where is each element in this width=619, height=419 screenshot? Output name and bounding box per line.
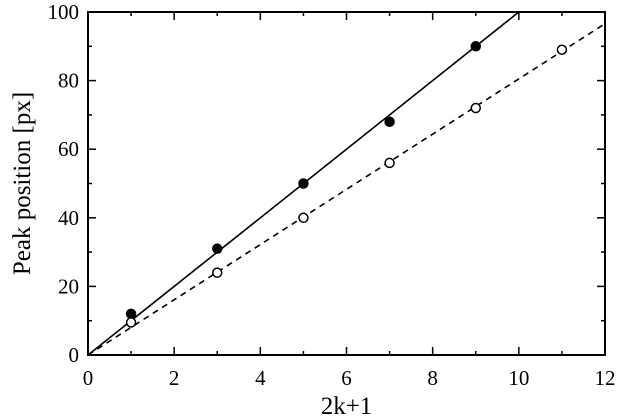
fit-line-dashed — [87, 22, 606, 356]
plot-frame — [87, 11, 606, 356]
axis-ticks: 0 2 4 6 8 10 12 0 20 40 60 80 100 — [48, 0, 616, 390]
y-tick-label: 80 — [58, 69, 79, 93]
data-points — [125, 41, 568, 328]
y-tick-label: 60 — [58, 137, 79, 161]
open-point — [212, 267, 223, 278]
open-point — [125, 317, 137, 328]
y-tick-label: 0 — [69, 343, 80, 367]
y-tick-label: 20 — [58, 274, 79, 298]
open-point — [556, 44, 568, 55]
y-tick-label: 100 — [48, 0, 80, 24]
filled-point — [125, 308, 137, 320]
filled-point — [384, 116, 395, 128]
x-tick-label: 12 — [595, 366, 616, 390]
open-point — [298, 212, 309, 224]
x-tick-label: 10 — [508, 366, 529, 390]
fit-lines — [87, 11, 606, 356]
x-tick-label: 4 — [255, 366, 266, 390]
y-axis-title: Peak position [px] — [9, 92, 36, 275]
open-point — [384, 157, 395, 169]
filled-point — [298, 178, 309, 189]
x-tick-label: 2 — [169, 366, 180, 390]
open-point — [470, 102, 481, 114]
x-axis-title: 2k+1 — [321, 393, 373, 419]
x-tick-label: 8 — [427, 366, 438, 390]
y-tick-label: 40 — [58, 206, 79, 230]
x-tick-label: 0 — [83, 366, 94, 390]
x-tick-label: 6 — [341, 366, 352, 390]
filled-point — [212, 243, 223, 254]
filled-point — [470, 41, 481, 52]
